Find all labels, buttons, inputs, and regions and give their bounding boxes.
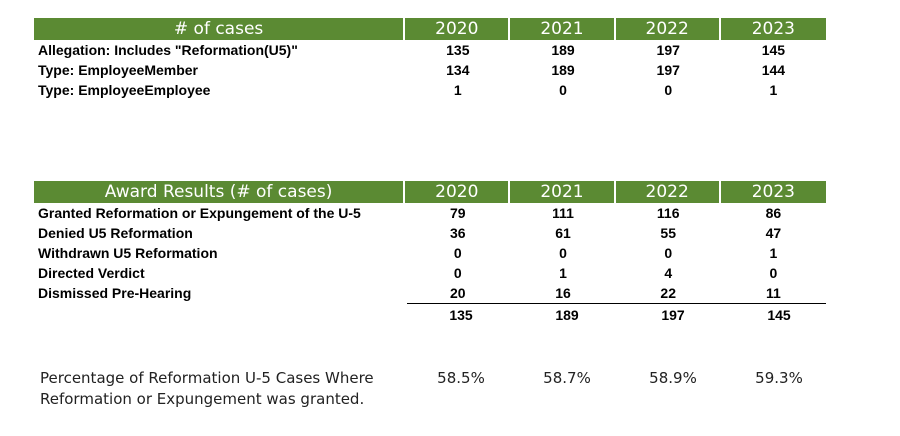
cell-value: 86	[765, 205, 782, 221]
cell-value: 0	[559, 82, 567, 98]
cell-value: 189	[551, 42, 575, 58]
total-value: 197	[661, 307, 685, 323]
cell-value: 1	[559, 265, 567, 281]
row-label: Denied U5 Reformation	[38, 225, 193, 241]
cell-value: 189	[551, 62, 575, 78]
table-row: Type: EmployeeMember 134 189 197 144	[34, 60, 826, 80]
row-label: Directed Verdict	[38, 265, 145, 281]
percentage-label-line2: Reformation or Expungement was granted.	[40, 390, 365, 408]
cell-value: 134	[446, 62, 470, 78]
row-label: Type: EmployeeMember	[38, 62, 199, 78]
year-header-2022: 2022	[616, 181, 721, 203]
cell-value: 0	[559, 245, 567, 261]
cell-value: 0	[453, 245, 462, 261]
cell-value: 135	[446, 42, 470, 58]
cell-value: 11	[766, 285, 781, 301]
cell-value: 0	[664, 245, 673, 261]
table-row: Withdrawn U5 Reformation 0 0 0 1	[34, 243, 826, 263]
percentage-label: Percentage of Reformation U-5 Cases Wher…	[40, 368, 374, 410]
cell-value: 116	[656, 205, 680, 221]
percentage-value: 59.3%	[755, 369, 803, 387]
cell-value: 197	[656, 42, 680, 58]
year-header-2020: 2020	[405, 181, 511, 203]
cell-value: 111	[552, 205, 574, 221]
totals-divider	[407, 303, 826, 304]
cell-value: 22	[660, 285, 676, 301]
cell-value: 1	[769, 82, 778, 98]
cases-table-header: # of cases 2020 2021 2022 2023	[34, 18, 826, 40]
cell-value: 20	[450, 285, 466, 301]
percentage-label-line1: Percentage of Reformation U-5 Cases Wher…	[40, 369, 374, 387]
year-header-2021: 2021	[510, 18, 616, 40]
cell-value: 47	[765, 225, 782, 241]
cell-value: 55	[660, 225, 676, 241]
percentage-value: 58.5%	[437, 369, 485, 387]
cell-value: 1	[769, 245, 778, 261]
row-label: Granted Reformation or Expungement of th…	[38, 205, 361, 221]
percentage-values: 58.5% 58.7% 58.9% 59.3%	[408, 368, 832, 389]
year-header-2023: 2023	[751, 19, 795, 39]
cell-value: 1	[453, 82, 462, 98]
row-label: Dismissed Pre-Hearing	[38, 285, 192, 301]
cell-value: 144	[761, 62, 786, 78]
row-label: Allegation: Includes "Reformation(U5)"	[38, 42, 298, 58]
cell-value: 16	[555, 285, 571, 301]
total-value: 145	[767, 307, 791, 323]
award-results-table: Award Results (# of cases) 2020 2021 202…	[34, 181, 826, 303]
row-label: Type: EmployeeEmployee	[38, 82, 211, 98]
cell-value: 4	[664, 265, 673, 281]
cell-value: 145	[761, 42, 786, 58]
cell-value: 0	[769, 265, 778, 281]
row-label: Withdrawn U5 Reformation	[38, 245, 218, 261]
cell-value: 61	[555, 225, 571, 241]
table-row: Denied U5 Reformation 36 61 55 47	[34, 223, 826, 243]
year-header-2022: 2022	[616, 18, 721, 40]
percentage-value: 58.9%	[649, 369, 697, 387]
percentage-value: 58.7%	[543, 369, 591, 387]
cell-value: 0	[664, 82, 673, 98]
table-row: Allegation: Includes "Reformation(U5)" 1…	[34, 40, 826, 60]
year-header-2023: 2023	[751, 182, 795, 202]
table-row: Dismissed Pre-Hearing 20 16 22 11	[34, 283, 826, 303]
cases-table: # of cases 2020 2021 2022 2023 Allegatio…	[34, 18, 826, 100]
total-value: 135	[449, 307, 473, 323]
cases-header-label: # of cases	[34, 18, 406, 40]
totals-row: 135 189 197 145	[408, 305, 832, 325]
table-row: Type: EmployeeEmployee 1 0 0 1	[34, 80, 826, 100]
cell-value: 36	[450, 225, 466, 241]
table-row: Directed Verdict 0 1 4 0	[34, 263, 826, 283]
cell-value: 197	[656, 62, 680, 78]
year-header-2021: 2021	[510, 181, 616, 203]
award-table-header: Award Results (# of cases) 2020 2021 202…	[34, 181, 826, 203]
award-header-label: Award Results (# of cases)	[34, 181, 406, 203]
total-value: 189	[555, 307, 579, 323]
cell-value: 0	[453, 265, 462, 281]
table-row: Granted Reformation or Expungement of th…	[34, 203, 826, 223]
year-header-2020: 2020	[405, 18, 511, 40]
cell-value: 79	[450, 205, 466, 221]
